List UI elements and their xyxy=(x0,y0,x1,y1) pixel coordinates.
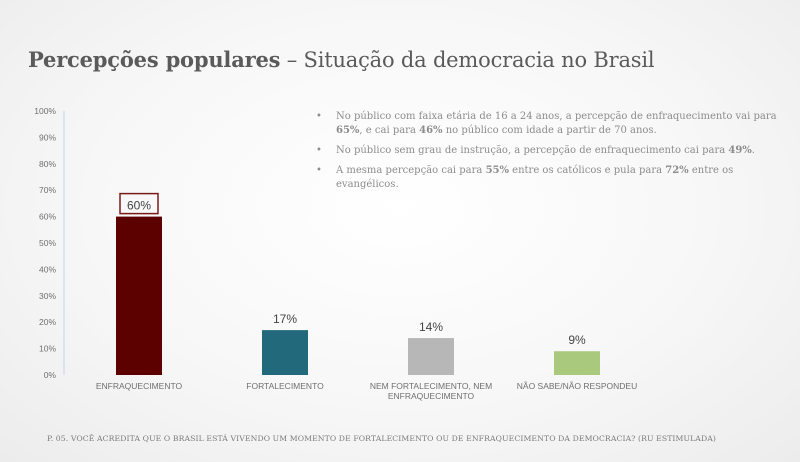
bar-1 xyxy=(116,216,162,375)
insight-text: no público com idade a partir de 70 anos… xyxy=(442,125,657,136)
insight-bullet: No público com faixa etária de 16 a 24 a… xyxy=(316,110,782,138)
insight-highlight: 46% xyxy=(419,125,443,136)
insight-text: entre os católicos e pula para xyxy=(508,165,666,176)
insight-text: , e cai para xyxy=(359,125,420,136)
y-tick-label: 70% xyxy=(39,185,56,195)
insight-text: A mesma percepção cai para xyxy=(336,165,486,176)
survey-question-footnote: P. 05. VOCÊ ACREDITA QUE O BRASIL ESTÁ V… xyxy=(47,434,716,443)
title-dash: – xyxy=(280,48,304,72)
title-rest: Situação da democracia no Brasil xyxy=(303,48,655,72)
insight-bullet: A mesma percepção cai para 55% entre os … xyxy=(316,164,782,192)
data-label: 9% xyxy=(568,333,586,347)
y-tick-label: 80% xyxy=(39,159,56,169)
insight-text: . xyxy=(751,145,755,156)
bar-3 xyxy=(408,338,454,375)
highlight-box xyxy=(119,192,159,215)
y-tick-label: 0% xyxy=(44,370,57,380)
page-title: Percepções populares – Situação da democ… xyxy=(28,47,655,72)
x-category-label: NÃO SABE/NÃO RESPONDEU xyxy=(517,381,637,391)
bar-4 xyxy=(554,351,600,375)
insight-text: No público com faixa etária de 16 a 24 a… xyxy=(336,111,777,122)
insights-list: No público com faixa etária de 16 a 24 a… xyxy=(316,110,782,198)
y-tick-label: 20% xyxy=(39,317,56,327)
insight-highlight: 65% xyxy=(336,125,360,136)
data-label: 14% xyxy=(419,320,443,334)
y-tick-label: 50% xyxy=(39,238,56,248)
y-tick-label: 10% xyxy=(39,344,56,354)
x-category-label: ENFRAQUECIMENTO xyxy=(388,391,475,401)
data-label: 60% xyxy=(127,199,151,213)
insight-text: entre os evangélicos. xyxy=(336,165,734,190)
data-label: 17% xyxy=(273,312,297,326)
y-tick-label: 60% xyxy=(39,212,56,222)
insight-bullet: No público sem grau de instrução, a perc… xyxy=(316,144,782,158)
insight-text: No público sem grau de instrução, a perc… xyxy=(336,145,729,156)
x-category-label: NEM FORTALECIMENTO, NEM xyxy=(370,381,492,391)
insight-highlight: 72% xyxy=(665,165,689,176)
insight-highlight: 55% xyxy=(485,165,509,176)
title-bold: Percepções populares xyxy=(28,47,281,72)
y-tick-label: 90% xyxy=(39,132,56,142)
y-tick-label: 30% xyxy=(39,291,56,301)
y-tick-label: 100% xyxy=(34,106,56,116)
y-tick-label: 40% xyxy=(39,264,56,274)
bar-2 xyxy=(262,330,308,375)
insight-highlight: 49% xyxy=(728,145,752,156)
x-category-label: ENFRAQUECIMENTO xyxy=(96,381,183,391)
x-category-label: FORTALECIMENTO xyxy=(246,381,324,391)
